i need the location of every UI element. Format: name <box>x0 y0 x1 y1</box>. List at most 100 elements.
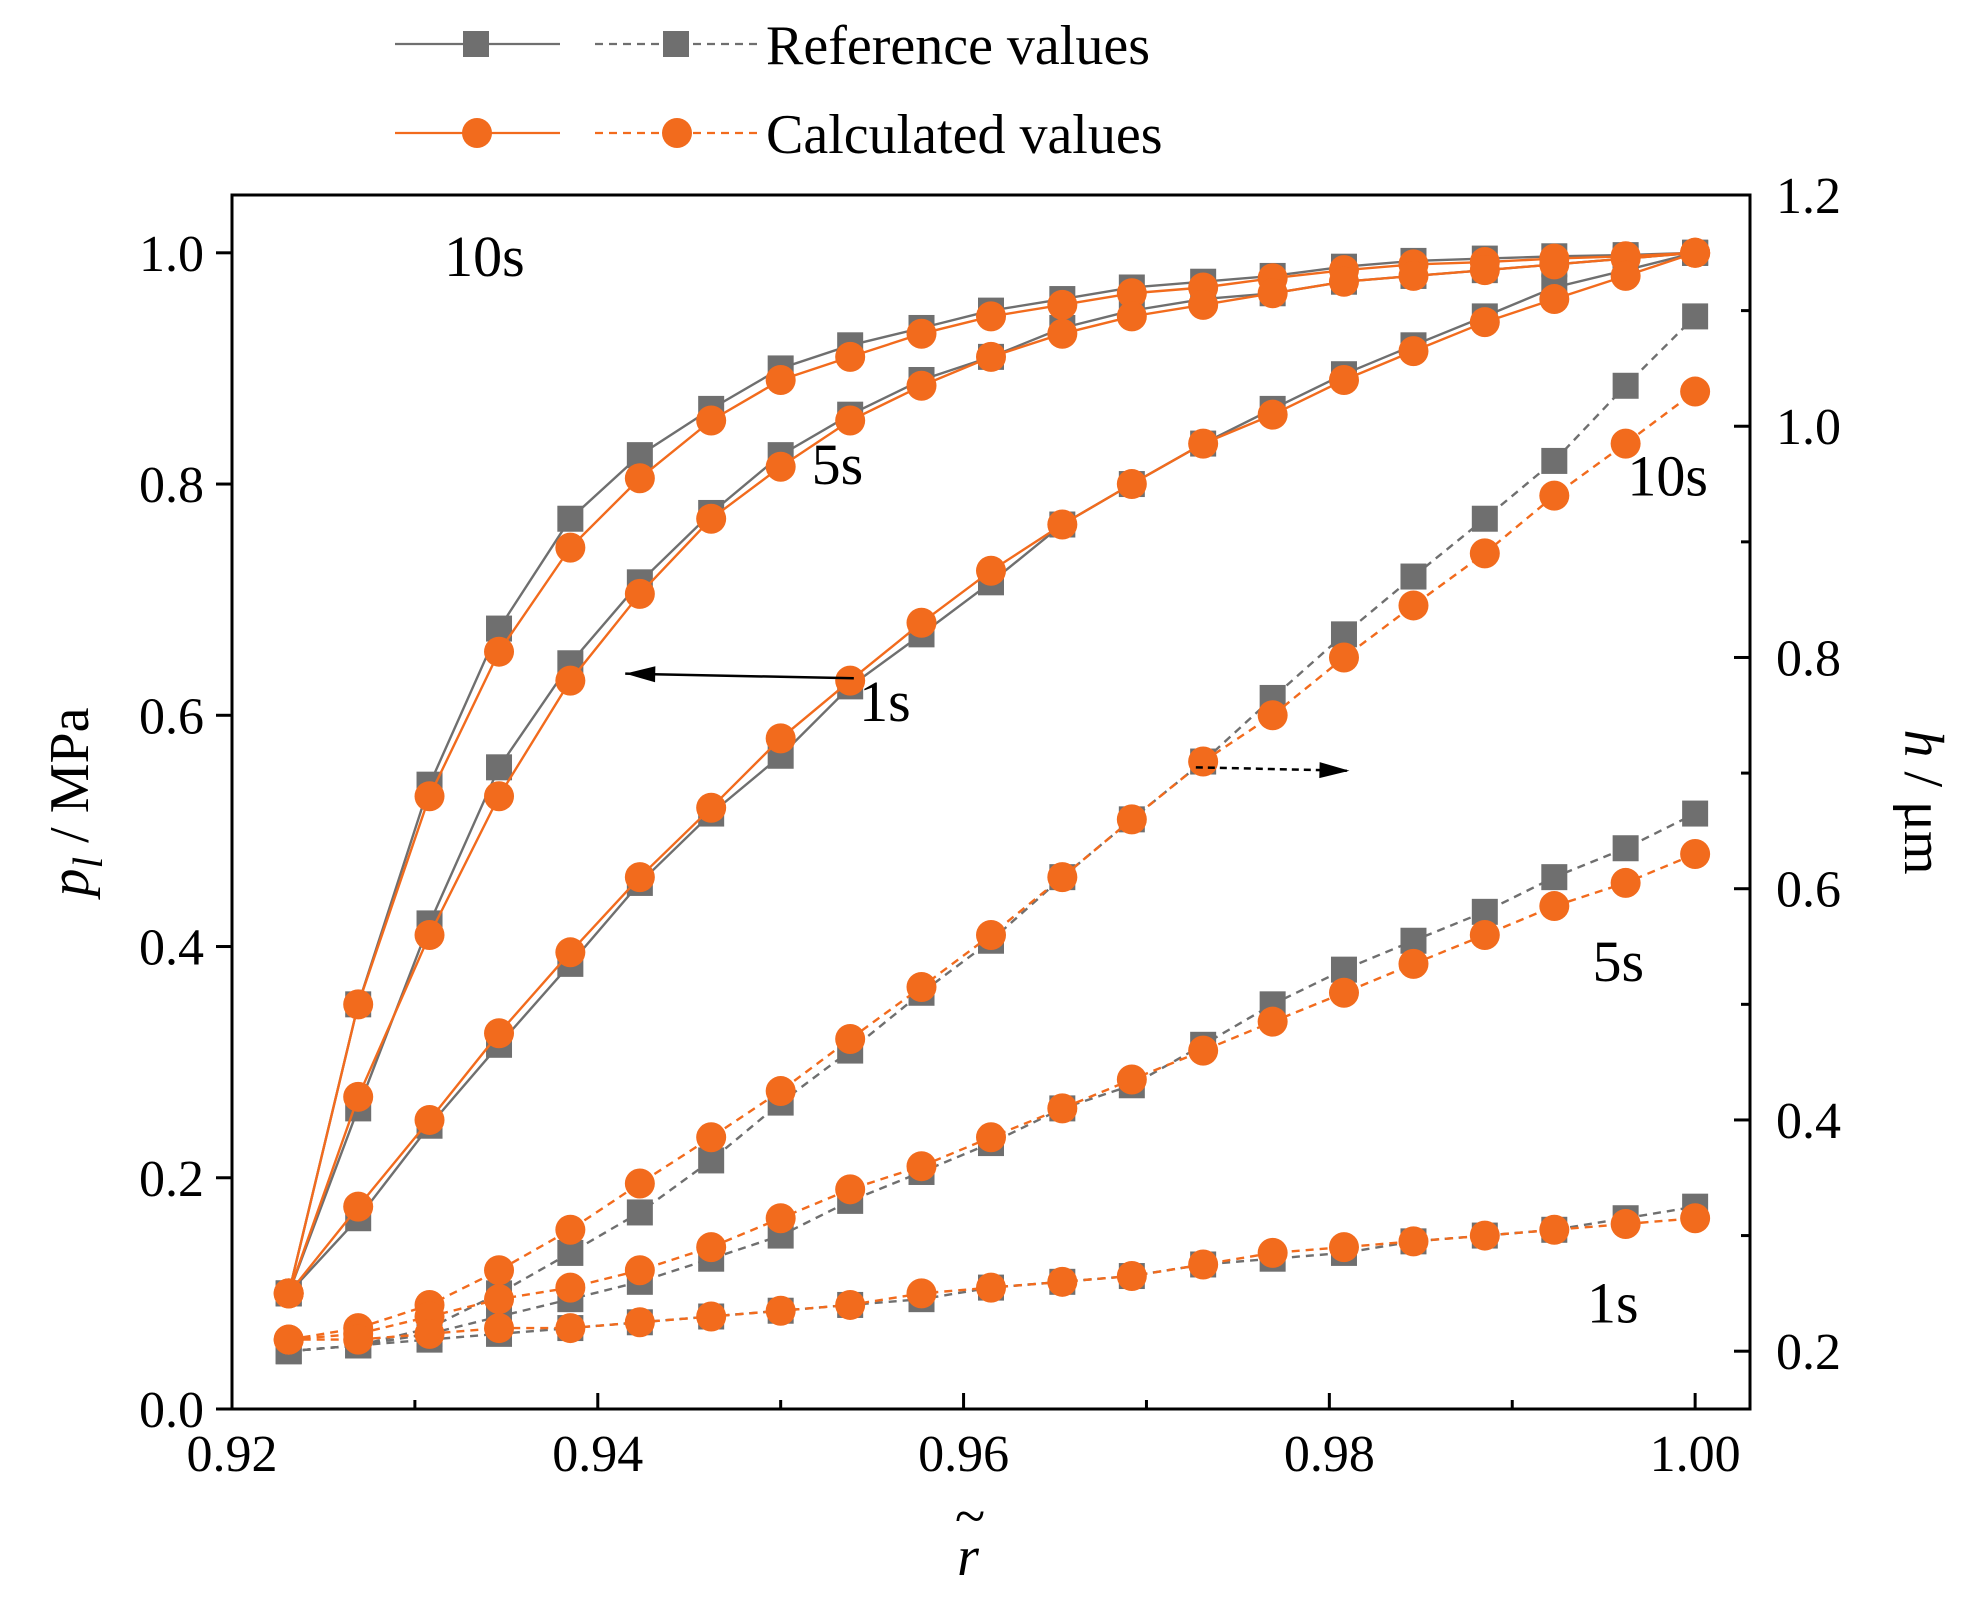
data-point-circle <box>1188 1035 1219 1066</box>
data-point-circle <box>484 781 515 812</box>
data-point-circle <box>555 665 586 696</box>
annotation-label: 5s <box>1593 929 1645 994</box>
data-point-circle <box>555 1214 586 1245</box>
data-point-circle <box>835 405 866 436</box>
data-point-circle <box>1469 919 1500 950</box>
data-point-circle <box>765 1295 796 1326</box>
data-point-circle <box>1398 590 1429 621</box>
data-point-square <box>1400 563 1427 590</box>
data-point-circle <box>1539 249 1570 280</box>
data-point-circle <box>1047 1093 1078 1124</box>
data-point-square <box>486 754 513 781</box>
data-point-circle <box>1257 399 1288 430</box>
x-tick-label: 1.00 <box>1650 1426 1741 1483</box>
data-point-circle <box>624 578 655 609</box>
data-point-circle <box>484 1284 515 1315</box>
data-point-square <box>1682 303 1709 330</box>
data-point-circle <box>484 1313 515 1344</box>
plot-frame <box>230 193 1752 1411</box>
data-point-circle <box>696 1122 727 1153</box>
arrow-head <box>625 666 656 683</box>
legend-marker-calculated-dashed <box>662 118 692 148</box>
data-point-circle <box>1047 509 1078 540</box>
data-point-circle <box>414 1104 445 1135</box>
data-point-circle <box>835 1024 866 1055</box>
y-left-tick-label: 0.6 <box>139 688 204 745</box>
y-right-tick-label: 0.6 <box>1776 862 1841 919</box>
data-point-circle <box>1680 376 1711 407</box>
data-point-circle <box>484 636 515 667</box>
data-point-circle <box>624 862 655 893</box>
legend: Reference values Calculated values <box>395 15 1163 166</box>
data-point-circle <box>1116 469 1147 500</box>
data-point-circle <box>273 1324 304 1355</box>
series-h-10s-reference <box>275 303 1709 1365</box>
data-point-circle <box>1116 804 1147 835</box>
legend-label-reference: Reference values <box>766 15 1150 77</box>
data-point-circle <box>555 532 586 563</box>
data-point-circle <box>1328 642 1359 673</box>
data-point-circle <box>976 1272 1006 1303</box>
data-point-circle <box>906 1151 937 1182</box>
data-point-circle <box>484 1255 515 1286</box>
x-axis-title-accent: ~ <box>955 1486 985 1548</box>
data-point-circle <box>906 318 937 349</box>
data-point-circle <box>1047 1266 1078 1297</box>
data-point-circle <box>976 919 1006 950</box>
x-tick-label: 0.96 <box>918 1426 1009 1483</box>
data-point-circle <box>696 1232 727 1263</box>
data-point-circle <box>765 723 796 754</box>
annotation-label: 10s <box>444 224 525 289</box>
data-point-square <box>1541 447 1568 474</box>
data-point-circle <box>835 1289 866 1320</box>
data-point-square <box>1612 372 1639 399</box>
data-point-circle <box>1116 278 1147 309</box>
data-point-circle <box>1116 1064 1147 1095</box>
legend-label-calculated: Calculated values <box>766 104 1163 166</box>
y-right-tick-label: 0.8 <box>1776 630 1841 687</box>
data-point-circle <box>1047 318 1078 349</box>
data-point-circle <box>1680 839 1711 870</box>
series-line <box>288 315 1696 1353</box>
series-layer <box>273 237 1711 1365</box>
data-point-circle <box>1116 1261 1147 1292</box>
data-point-circle <box>1539 480 1570 511</box>
data-point-circle <box>835 341 866 372</box>
data-point-circle <box>624 1168 655 1199</box>
data-point-square <box>626 1199 653 1226</box>
data-point-circle <box>696 503 727 534</box>
series-line <box>288 390 1696 1341</box>
data-point-circle <box>696 405 727 436</box>
data-point-circle <box>273 1278 304 1309</box>
data-point-circle <box>1257 700 1288 731</box>
data-point-circle <box>1469 1220 1500 1251</box>
data-point-circle <box>1328 1232 1359 1263</box>
data-point-square <box>557 505 584 532</box>
data-point-circle <box>1116 301 1147 332</box>
y-right-tick-label: 1.0 <box>1776 399 1841 456</box>
data-point-circle <box>1047 862 1078 893</box>
data-point-circle <box>1328 364 1359 395</box>
data-point-circle <box>906 1278 937 1309</box>
data-point-circle <box>906 607 937 638</box>
data-point-square <box>1682 800 1709 827</box>
x-tick-label: 0.92 <box>187 1426 278 1483</box>
data-point-circle <box>1047 289 1078 320</box>
right-axis-arrow <box>1195 762 1350 779</box>
annotation-label: 1s <box>859 669 911 734</box>
data-point-circle <box>906 971 937 1002</box>
data-point-circle <box>906 370 937 401</box>
data-point-square <box>1471 505 1498 532</box>
data-point-circle <box>624 1307 655 1338</box>
data-point-circle <box>1610 428 1641 459</box>
data-point-circle <box>414 1318 445 1349</box>
data-point-circle <box>765 1203 796 1234</box>
data-point-circle <box>765 451 796 482</box>
data-point-circle <box>1188 746 1219 777</box>
y-left-tick-label: 1.0 <box>139 226 204 283</box>
data-point-circle <box>835 665 866 696</box>
data-point-circle <box>343 1191 374 1222</box>
data-point-circle <box>1257 1006 1288 1037</box>
data-point-square <box>1541 864 1568 891</box>
